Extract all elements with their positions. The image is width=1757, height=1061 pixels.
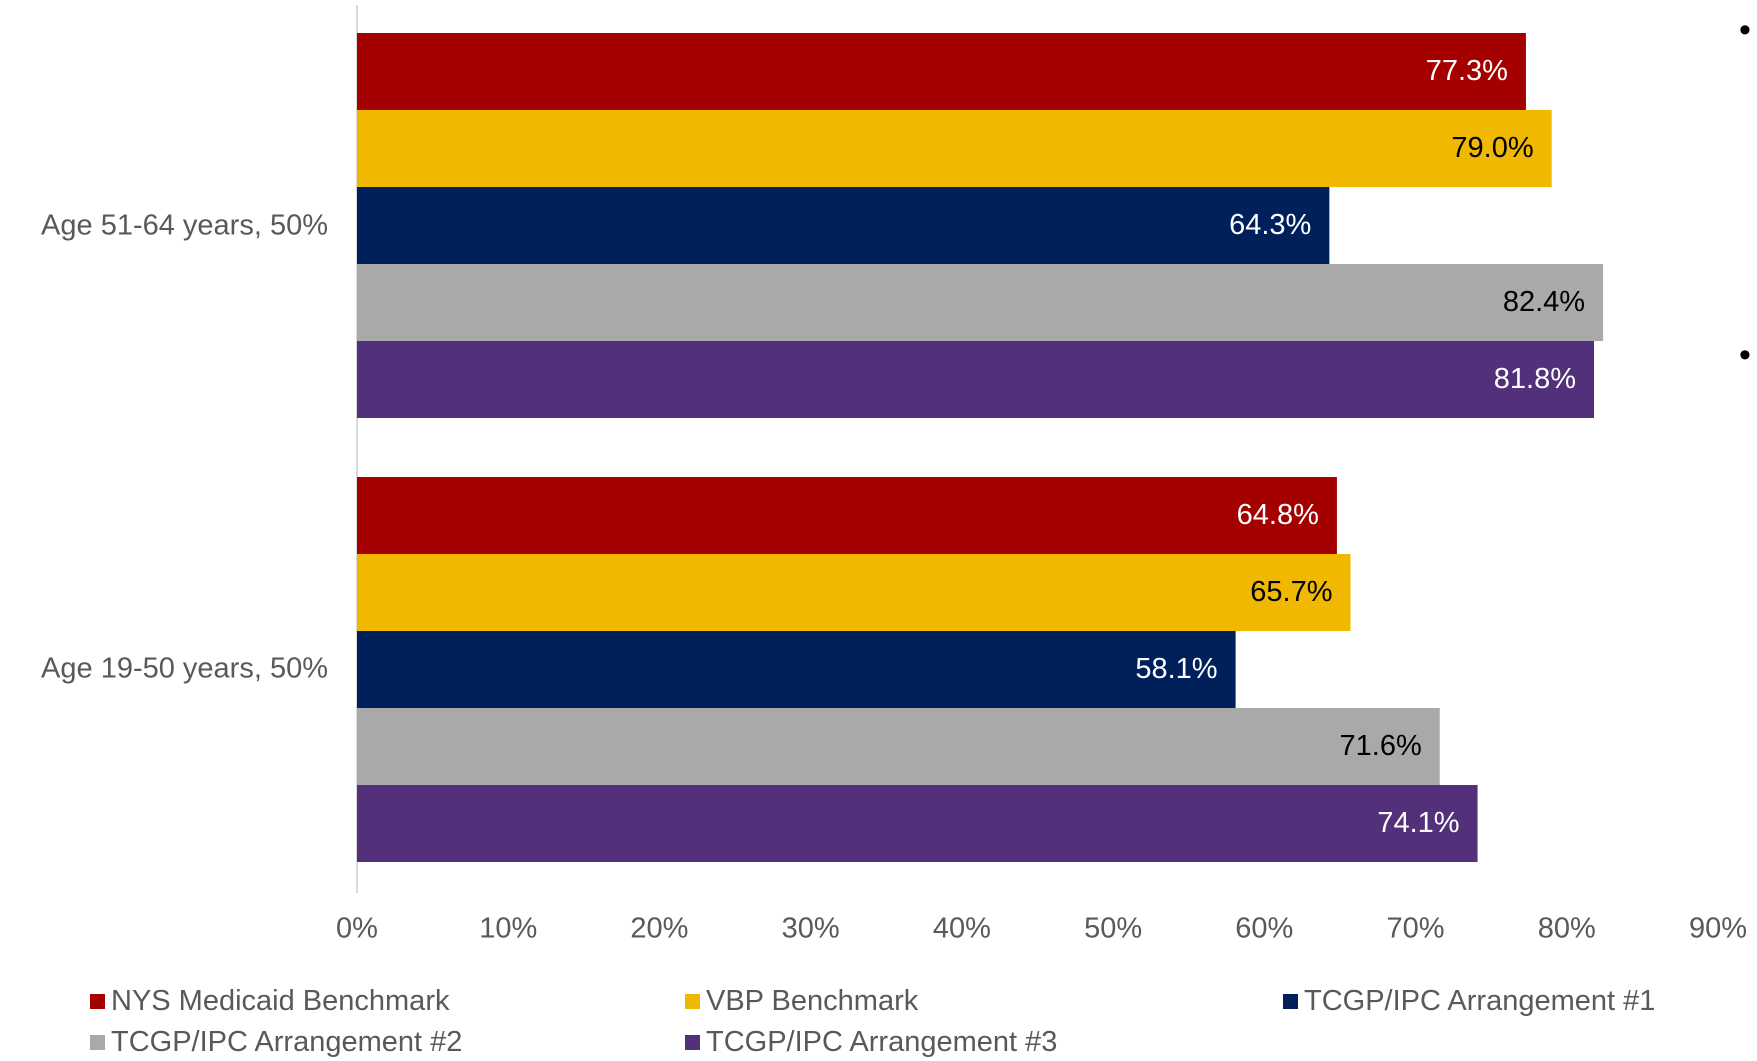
bar bbox=[357, 33, 1526, 110]
data-label: 64.3% bbox=[1229, 209, 1311, 241]
bullet-mark: • bbox=[1739, 11, 1751, 49]
x-tick-label: 50% bbox=[1084, 913, 1142, 945]
x-tick-label: 40% bbox=[933, 913, 991, 945]
bar bbox=[357, 785, 1478, 862]
bar bbox=[357, 187, 1330, 264]
data-label: 74.1% bbox=[1377, 807, 1459, 839]
x-tick-label: 0% bbox=[336, 913, 378, 945]
x-tick-label: 60% bbox=[1235, 913, 1293, 945]
bar bbox=[357, 341, 1594, 418]
x-tick-label: 70% bbox=[1387, 913, 1445, 945]
bar bbox=[357, 477, 1337, 554]
data-label: 58.1% bbox=[1135, 653, 1217, 685]
data-label: 77.3% bbox=[1426, 55, 1508, 87]
data-label: 82.4% bbox=[1503, 286, 1585, 318]
bar bbox=[357, 631, 1236, 708]
x-tick-label: 10% bbox=[479, 913, 537, 945]
data-label: 65.7% bbox=[1250, 576, 1332, 608]
data-label: 71.6% bbox=[1340, 730, 1422, 762]
data-label: 79.0% bbox=[1451, 132, 1533, 164]
category-label: Age 51-64 years, 50% bbox=[41, 210, 328, 242]
x-tick-label: 30% bbox=[782, 913, 840, 945]
bullet-mark: • bbox=[1739, 336, 1751, 374]
bar bbox=[357, 110, 1552, 187]
x-tick-label: 90% bbox=[1689, 913, 1747, 945]
data-label: 64.8% bbox=[1237, 499, 1319, 531]
category-label: Age 19-50 years, 50% bbox=[41, 653, 328, 685]
x-tick-label: 80% bbox=[1538, 913, 1596, 945]
data-label: 81.8% bbox=[1494, 363, 1576, 395]
x-tick-label: 20% bbox=[630, 913, 688, 945]
bar bbox=[357, 554, 1351, 631]
bar bbox=[357, 264, 1604, 341]
bar bbox=[357, 708, 1440, 785]
